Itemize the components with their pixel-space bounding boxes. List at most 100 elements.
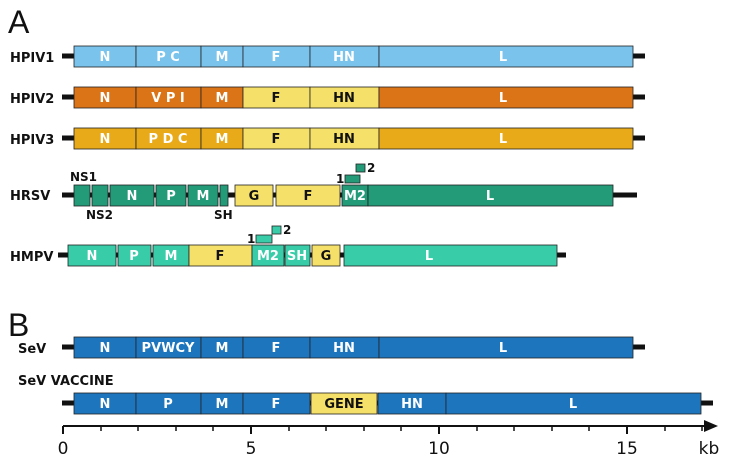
gene-f: [242, 392, 311, 415]
gene-label: P D C: [149, 132, 188, 147]
panel-label-a: A: [8, 4, 30, 40]
gene-label: N: [100, 91, 111, 106]
m2-orf1-label: 1: [336, 172, 344, 186]
gene-label: F: [272, 397, 281, 412]
row-label-hpiv3: HPIV3: [10, 133, 54, 148]
label-sh: SH: [214, 208, 233, 222]
gene-label: L: [569, 397, 577, 412]
axis-tick-label: 5: [246, 439, 257, 459]
gene-label: SH: [287, 249, 307, 264]
gene-sh: [219, 184, 229, 207]
gene-m: [187, 184, 219, 207]
gene-label: F: [272, 50, 281, 65]
gene-label: M: [197, 189, 210, 204]
gene-label: PVWCY: [142, 341, 195, 356]
gene-label: M: [216, 341, 229, 356]
axis-tick-label: 0: [58, 439, 69, 459]
gene-l: [378, 127, 634, 150]
gene-label: N: [100, 132, 111, 147]
gene-label: N: [127, 189, 138, 204]
gene-l: [343, 244, 558, 267]
gene-label: P C: [156, 50, 180, 65]
gene-l: [445, 392, 702, 415]
gene-insert: [310, 392, 378, 415]
row-hpiv2: HPIV2 N V P I M F HN L: [10, 86, 645, 109]
gene-label: N: [87, 249, 98, 264]
row-hrsv: HRSV NS1 1 2 N P M G F M2 L NS2 SH: [10, 161, 637, 222]
gene-ns2: [91, 184, 109, 207]
gene-label: HN: [333, 50, 355, 65]
gene-label: HN: [401, 397, 423, 412]
panel-label-b: B: [8, 307, 29, 343]
row-label-sev: SeV: [18, 342, 46, 357]
gene-label: P: [163, 397, 173, 412]
axis-tick-label: 10: [428, 439, 450, 459]
gene-label: F: [216, 249, 225, 264]
row-hpiv1: HPIV1 N P C M F HN L: [10, 45, 645, 68]
gene-label: V P I: [151, 91, 184, 106]
gene-n: [109, 184, 155, 207]
gene-label: N: [100, 341, 111, 356]
gene-m2: [251, 244, 285, 267]
row-sev: SeV N PVWCY M F HN L: [18, 336, 645, 359]
label-ns1: NS1: [70, 170, 97, 184]
gene-l: [378, 45, 634, 68]
axis-arrow-icon: [704, 420, 718, 432]
gene-label: HN: [333, 132, 355, 147]
gene-label: G: [321, 249, 332, 264]
gene-label: F: [304, 189, 313, 204]
gene-label: M: [216, 397, 229, 412]
row-label-hmpv: HMPV: [10, 250, 53, 265]
m2-orf1-box: [255, 234, 273, 244]
gene-label: P: [166, 189, 176, 204]
gene-label: L: [499, 91, 507, 106]
m2-orf1-label: 1: [247, 232, 255, 246]
gene-label: M: [216, 91, 229, 106]
kb-axis: 0 5 10 15 kb: [58, 420, 720, 459]
gene-label: L: [499, 341, 507, 356]
row-label-hrsv: HRSV: [10, 189, 50, 204]
gene-label: F: [272, 132, 281, 147]
gene-label: M2: [257, 249, 279, 264]
gene-label: F: [272, 91, 281, 106]
gene-l: [367, 184, 614, 207]
gene-g: [311, 244, 341, 267]
m2-orf2-box: [271, 225, 282, 235]
axis-tick-label: 15: [616, 439, 638, 459]
gene-p: [117, 244, 152, 267]
m2-orf2-box: [355, 163, 366, 173]
row-label-hpiv1: HPIV1: [10, 51, 54, 66]
gene-ns1: [73, 184, 91, 207]
gene-label: M: [165, 249, 178, 264]
gene-label: GENE: [324, 397, 363, 412]
gene-l: [378, 86, 634, 109]
gene-label: L: [499, 50, 507, 65]
gene-sh: [284, 244, 311, 267]
gene-p: [155, 184, 187, 207]
m2-orf2-label: 2: [283, 223, 291, 237]
row-label-sev-vaccine: SeV VACCINE: [18, 374, 114, 389]
label-ns2: NS2: [86, 208, 113, 222]
gene-label: G: [249, 189, 260, 204]
gene-label: N: [100, 50, 111, 65]
gene-label: L: [499, 132, 507, 147]
gene-label: F: [272, 341, 281, 356]
m2-orf2-label: 2: [367, 161, 375, 175]
gene-g: [234, 184, 274, 207]
row-hpiv3: HPIV3 N P D C M F HN L: [10, 127, 645, 150]
row-hmpv: HMPV 1 2 N P M F M2 SH G L: [10, 223, 566, 267]
gene-f: [275, 184, 341, 207]
gene-label: L: [486, 189, 494, 204]
gene-l: [378, 336, 634, 359]
gene-n: [67, 244, 117, 267]
gene-label: N: [100, 397, 111, 412]
gene-label: HN: [333, 341, 355, 356]
gene-label: M: [216, 132, 229, 147]
gene-label: M2: [344, 189, 366, 204]
axis-unit: kb: [699, 439, 720, 459]
row-sev-vaccine: SeV VACCINE N P M F GENE HN L: [18, 374, 713, 415]
gene-label: L: [425, 249, 433, 264]
gene-label: P: [129, 249, 139, 264]
row-label-hpiv2: HPIV2: [10, 92, 54, 107]
